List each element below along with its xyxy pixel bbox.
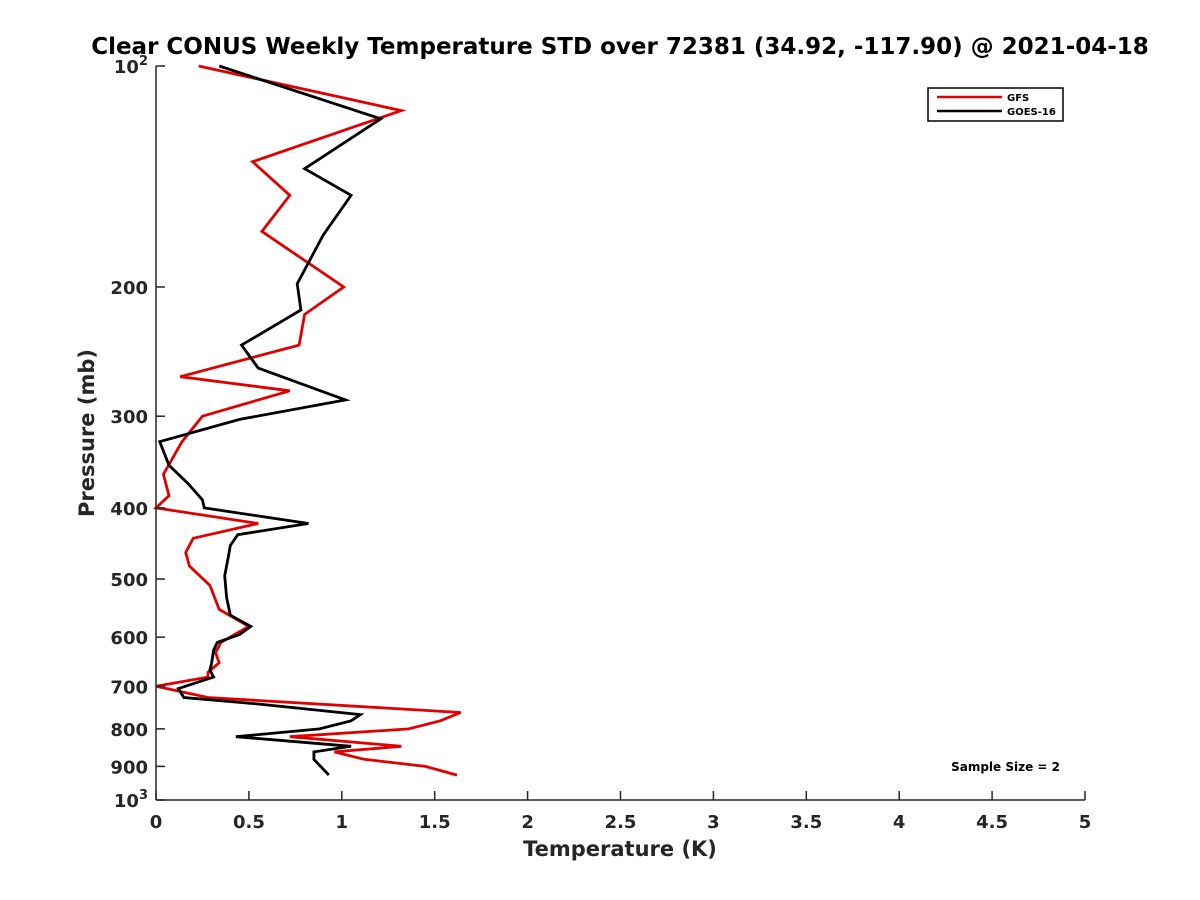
series-line-goes16 [157, 64, 385, 777]
y-tick-label: 103 [114, 788, 148, 812]
x-axis-label: Temperature (K) [523, 837, 717, 861]
y-tick-label: 400 [110, 499, 148, 520]
x-tick-label: 4.5 [976, 812, 1008, 833]
y-tick-label: 800 [110, 720, 148, 741]
x-tick-label: 3.5 [790, 812, 822, 833]
y-tick-label: 300 [110, 407, 148, 428]
legend-label-goes16: GOES-16 [1007, 107, 1056, 118]
series-line-gfs [152, 64, 462, 777]
y-tick-label: 500 [110, 570, 148, 591]
sample-size-annotation: Sample Size = 2 [951, 760, 1060, 774]
x-tick-label: 0.5 [233, 812, 265, 833]
y-tick-label: 600 [110, 628, 148, 649]
axes: 0 0.5 1 1.5 2 2.5 3 3.5 4 4.5 5 102 200 300 400 500 600 7… [110, 54, 1091, 833]
y-axis-label: Pressure (mb) [75, 349, 99, 517]
x-tick-label: 2 [521, 812, 534, 833]
x-tick-label: 0 [150, 812, 163, 833]
x-tick-label: 3 [707, 812, 720, 833]
x-tick-label: 1 [336, 812, 349, 833]
chart-title: Clear CONUS Weekly Temperature STD over … [91, 34, 1149, 60]
y-tick-label: 900 [110, 757, 148, 778]
legend: GFS GOES-16 [927, 87, 1064, 122]
legend-box [927, 87, 1064, 122]
y-tick-label: 102 [114, 54, 148, 78]
x-tick-label: 4 [893, 812, 906, 833]
x-tick-label: 5 [1079, 812, 1092, 833]
series-layer [152, 64, 462, 777]
y-tick-label: 700 [110, 677, 148, 698]
x-tick-label: 2.5 [605, 812, 637, 833]
y-tick-label: 200 [110, 278, 148, 299]
legend-label-gfs: GFS [1007, 93, 1029, 104]
x-tick-label: 1.5 [419, 812, 451, 833]
